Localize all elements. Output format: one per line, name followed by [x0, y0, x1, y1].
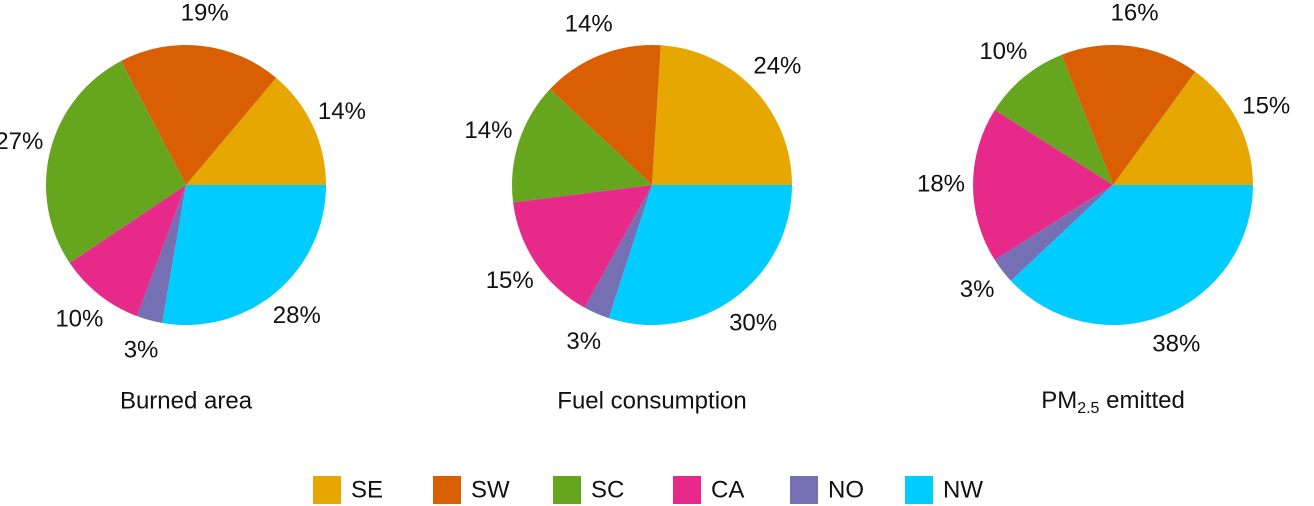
value-label: 18%	[917, 170, 965, 197]
legend-swatch	[553, 476, 581, 504]
value-label: 24%	[753, 53, 801, 80]
legend-label: SC	[591, 476, 624, 503]
pie-slice	[608, 185, 792, 325]
legend-swatch	[673, 476, 701, 504]
legend-swatch	[905, 476, 933, 504]
legend-label: SE	[351, 476, 383, 503]
legend-swatch	[433, 476, 461, 504]
value-label: 14%	[565, 10, 613, 37]
pie-slice	[136, 185, 186, 323]
pie-slice	[1010, 185, 1253, 325]
pie-slice	[994, 54, 1113, 185]
legend-label: NW	[943, 476, 983, 503]
legend-swatch	[790, 476, 818, 504]
pie-slice	[186, 77, 326, 185]
value-label: 27%	[0, 128, 43, 155]
pie-slice	[584, 185, 652, 319]
value-label: 30%	[729, 309, 777, 336]
value-label: 3%	[960, 276, 995, 303]
pie-title: Fuel consumption	[557, 387, 746, 414]
value-label: 14%	[464, 117, 512, 144]
value-label: 28%	[273, 302, 321, 329]
legend-label: SW	[471, 476, 510, 503]
pie-slice	[513, 185, 652, 308]
pie-slice	[652, 45, 792, 185]
pie-slice	[549, 45, 661, 186]
value-label: 10%	[979, 38, 1027, 65]
value-label: 3%	[566, 328, 601, 355]
pie-slice	[994, 185, 1113, 281]
pie-slice	[69, 185, 186, 317]
value-label: 3%	[124, 336, 159, 363]
value-label: 15%	[486, 267, 534, 294]
pie-slice	[1113, 71, 1253, 185]
value-label: 19%	[181, 0, 229, 26]
value-label: 10%	[55, 305, 103, 332]
value-label: 16%	[1111, 0, 1159, 27]
pie-title: Burned area	[120, 387, 253, 414]
legend-label: NO	[828, 476, 864, 503]
pie-title: PM2.5 emitted	[1041, 387, 1185, 417]
pie-slice	[972, 109, 1113, 261]
value-label: 15%	[1242, 92, 1290, 119]
value-label: 38%	[1152, 330, 1200, 357]
pie-slice	[512, 89, 652, 203]
pie-slice	[121, 45, 277, 186]
pie-slice	[162, 185, 326, 325]
legend-swatch	[313, 476, 341, 504]
pie-slice	[45, 60, 186, 264]
pie-slice	[1061, 44, 1196, 185]
legend-label: CA	[711, 476, 744, 503]
value-label: 14%	[318, 98, 366, 125]
